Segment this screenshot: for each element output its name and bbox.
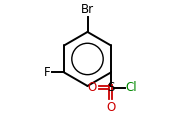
Text: O: O: [106, 101, 116, 114]
Text: F: F: [44, 66, 51, 79]
Text: S: S: [107, 81, 115, 94]
Text: Cl: Cl: [125, 81, 137, 94]
Text: O: O: [88, 81, 97, 94]
Text: Br: Br: [81, 3, 94, 16]
